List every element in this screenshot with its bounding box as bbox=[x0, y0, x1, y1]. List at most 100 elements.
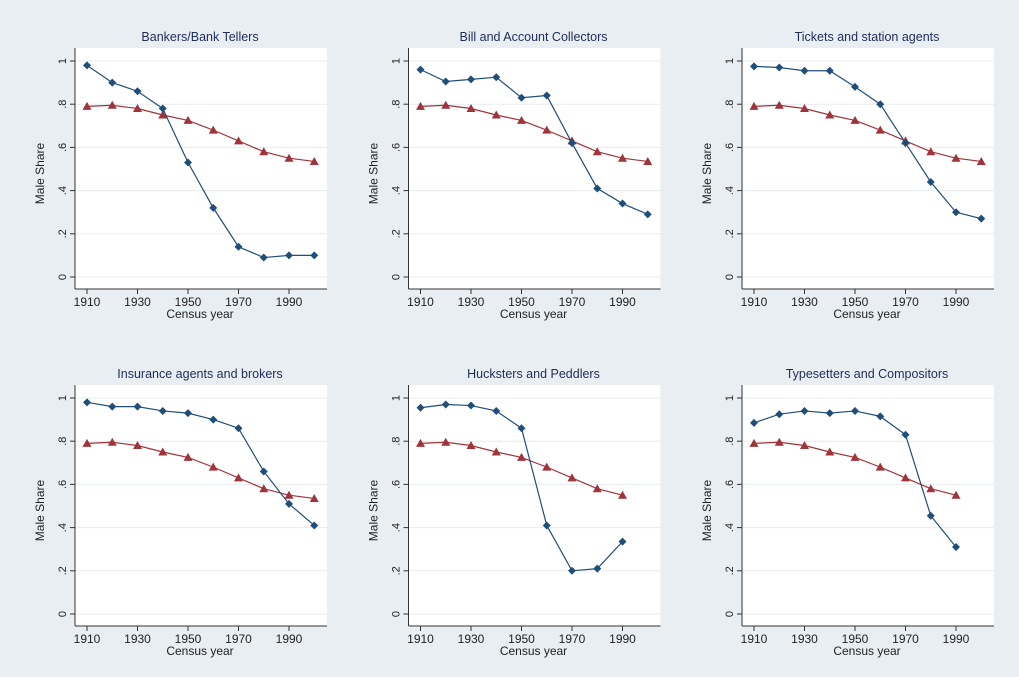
data-point-overall bbox=[567, 473, 577, 482]
data-point-overall bbox=[643, 156, 653, 165]
x-tick-label: 1910 bbox=[74, 295, 101, 309]
data-point-overall bbox=[542, 125, 552, 134]
data-point-occupation bbox=[643, 210, 652, 219]
y-tick-label: .8 bbox=[391, 437, 403, 446]
chart-title: Typesetters and Compositors bbox=[786, 367, 949, 381]
data-point-overall bbox=[774, 437, 784, 446]
y-tick-label: .6 bbox=[391, 143, 403, 152]
data-point-overall bbox=[466, 104, 476, 113]
y-tick-label: .2 bbox=[57, 566, 69, 575]
data-point-overall bbox=[416, 438, 425, 447]
data-point-overall bbox=[183, 115, 193, 124]
data-point-occupation bbox=[593, 184, 602, 193]
y-tick-label: 1 bbox=[57, 395, 69, 401]
series-line-occupation bbox=[753, 65, 982, 220]
y-tick-label: .8 bbox=[724, 100, 736, 109]
y-axis-label: Male Share bbox=[367, 142, 381, 204]
data-point-overall bbox=[951, 153, 961, 162]
data-point-overall bbox=[875, 125, 885, 134]
data-point-occupation bbox=[310, 251, 319, 260]
y-tick-label: 0 bbox=[724, 274, 736, 280]
data-point-occupation bbox=[800, 406, 809, 415]
y-tick-label: 1 bbox=[391, 395, 403, 401]
data-point-overall bbox=[416, 101, 425, 110]
data-point-occupation bbox=[901, 139, 910, 148]
x-axis-label: Census year bbox=[500, 307, 567, 321]
data-point-occupation bbox=[83, 398, 91, 407]
y-tick-label: .4 bbox=[57, 523, 69, 532]
data-point-overall bbox=[309, 156, 319, 165]
x-axis-label: Census year bbox=[166, 644, 233, 658]
series-line-occupation bbox=[420, 69, 648, 215]
data-point-occupation bbox=[775, 63, 784, 72]
x-tick-label: 1910 bbox=[741, 295, 768, 309]
data-point-occupation bbox=[851, 82, 859, 91]
x-tick-label: 1950 bbox=[842, 632, 869, 646]
y-tick-label: .4 bbox=[391, 186, 403, 195]
y-tick-label: 1 bbox=[57, 58, 69, 64]
data-point-overall bbox=[749, 101, 759, 110]
y-axis-label: Male Share bbox=[700, 142, 714, 204]
data-point-overall bbox=[133, 104, 142, 113]
data-point-occupation bbox=[441, 77, 450, 86]
x-tick-label: 1930 bbox=[458, 295, 485, 309]
x-tick-label: 1990 bbox=[276, 295, 303, 309]
chart-title: Hucksters and Peddlers bbox=[467, 367, 600, 381]
y-tick-label: .2 bbox=[391, 566, 403, 575]
x-tick-label: 1930 bbox=[791, 632, 818, 646]
x-tick-label: 1990 bbox=[943, 632, 970, 646]
chart-panel: 0 .2 .4 .6 .8 1 1910 1930 1950 1970 1990 Hucksters … bbox=[367, 367, 661, 658]
data-point-overall bbox=[284, 490, 294, 499]
data-point-occupation bbox=[234, 242, 243, 251]
data-point-overall bbox=[234, 136, 243, 145]
y-tick-label: .6 bbox=[724, 480, 736, 489]
y-tick-label: 1 bbox=[724, 395, 736, 401]
x-tick-label: 1910 bbox=[74, 632, 101, 646]
y-tick-label: .8 bbox=[724, 437, 736, 446]
x-tick-label: 1930 bbox=[791, 295, 818, 309]
data-point-overall bbox=[82, 101, 92, 110]
y-tick-label: 0 bbox=[724, 611, 736, 617]
y-tick-label: .4 bbox=[724, 523, 736, 532]
plot-area bbox=[75, 385, 327, 626]
x-tick-label: 1970 bbox=[225, 295, 252, 309]
series-line-overall bbox=[420, 104, 648, 163]
data-point-overall bbox=[82, 438, 92, 447]
data-point-occupation bbox=[108, 78, 117, 87]
x-tick-label: 1970 bbox=[892, 632, 919, 646]
data-point-occupation bbox=[618, 199, 627, 208]
x-tick-label: 1930 bbox=[124, 295, 151, 309]
y-tick-label: .6 bbox=[724, 143, 736, 152]
x-axis-label: Census year bbox=[833, 644, 900, 658]
data-point-overall bbox=[618, 490, 627, 499]
data-point-occupation bbox=[259, 467, 268, 476]
data-point-occupation bbox=[492, 406, 501, 415]
data-point-overall bbox=[208, 125, 218, 134]
data-point-overall bbox=[800, 441, 809, 450]
data-point-overall bbox=[926, 147, 936, 156]
x-tick-label: 1970 bbox=[225, 632, 252, 646]
data-point-occupation bbox=[158, 104, 167, 113]
series-line-occupation bbox=[86, 64, 315, 259]
data-point-overall bbox=[183, 452, 193, 461]
data-point-occupation bbox=[285, 499, 293, 508]
data-point-occupation bbox=[825, 409, 834, 418]
chart-panel: 0 .2 .4 .6 .8 1 1910 1930 1950 1970 1990 Bill and A… bbox=[367, 30, 661, 321]
data-point-occupation bbox=[876, 412, 885, 421]
data-point-occupation bbox=[467, 401, 475, 410]
y-tick-label: .8 bbox=[57, 100, 69, 109]
y-tick-label: .2 bbox=[724, 566, 736, 575]
x-tick-label: 1990 bbox=[609, 632, 636, 646]
x-tick-label: 1930 bbox=[124, 632, 151, 646]
series-line-occupation bbox=[86, 401, 315, 526]
data-point-occupation bbox=[618, 537, 627, 546]
data-point-overall bbox=[107, 437, 117, 446]
y-tick-label: .2 bbox=[391, 229, 403, 238]
x-tick-label: 1990 bbox=[276, 632, 303, 646]
y-axis-label: Male Share bbox=[367, 479, 381, 541]
plot-area bbox=[408, 385, 661, 626]
data-point-occupation bbox=[133, 402, 142, 411]
data-point-occupation bbox=[184, 409, 192, 418]
data-point-overall bbox=[517, 115, 526, 124]
